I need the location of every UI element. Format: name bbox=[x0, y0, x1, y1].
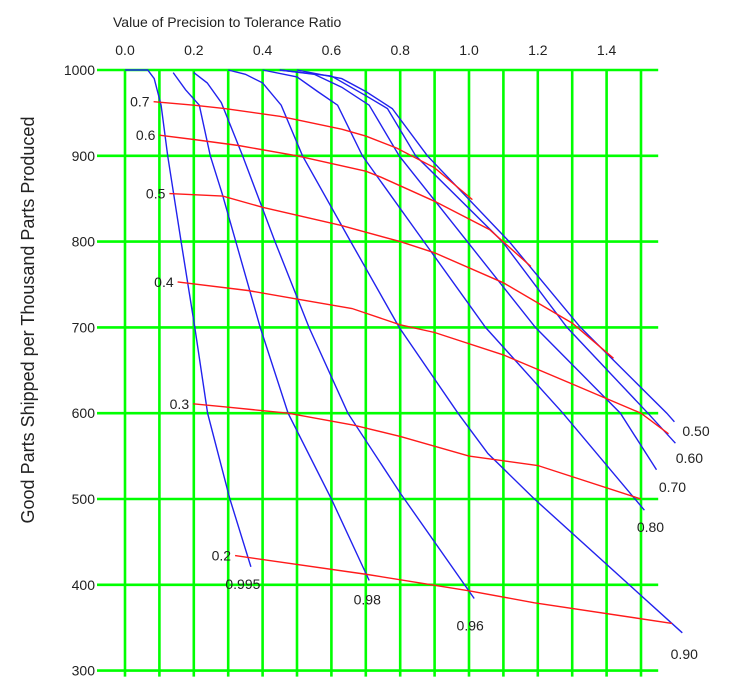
blue-curve-label: 0.80 bbox=[637, 519, 664, 535]
x-axis-title: Value of Precision to Tolerance Ratio bbox=[113, 14, 341, 30]
blue-curve-0.995 bbox=[125, 69, 252, 568]
x-tick-label: 0.2 bbox=[184, 42, 204, 58]
blue-curve-label: 0.995 bbox=[225, 576, 260, 592]
red-curve-label: 0.3 bbox=[170, 396, 190, 412]
y-axis-title: Good Parts Shipped per Thousand Parts Pr… bbox=[18, 117, 38, 524]
red-curve-0.3 bbox=[193, 403, 642, 500]
blue-curve-0.96 bbox=[193, 72, 475, 599]
y-tick-label: 500 bbox=[72, 491, 96, 507]
red-curve-label: 0.4 bbox=[154, 274, 174, 290]
blue-curve-0.90 bbox=[228, 69, 683, 634]
y-tick-label: 1000 bbox=[64, 62, 95, 78]
x-tick-label: 0.8 bbox=[390, 42, 410, 58]
y-tick-label: 900 bbox=[72, 148, 96, 164]
blue-curve-0.60 bbox=[279, 69, 676, 444]
y-tick-label: 600 bbox=[72, 405, 96, 421]
blue-curve-label: 0.70 bbox=[659, 479, 686, 495]
red-curve-label: 0.2 bbox=[212, 548, 232, 564]
blue-curve-label: 0.90 bbox=[671, 646, 698, 662]
blue-curve-label: 0.96 bbox=[457, 618, 484, 634]
red-curve-0.5 bbox=[169, 192, 614, 359]
blue-curve-0.98 bbox=[172, 72, 370, 581]
curve-labels: 0.995 0.98 0.96 0.90 0.80 0.70 0.60 0.50 0.7 0.6 0… bbox=[130, 94, 710, 662]
x-tick-label: 0.0 bbox=[115, 42, 135, 58]
red-curve-0.6 bbox=[159, 134, 532, 268]
y-tick-label: 800 bbox=[72, 234, 96, 250]
x-tick-label: 0.6 bbox=[322, 42, 342, 58]
y-tick-labels: 300 400 500 600 700 800 900 1000 bbox=[64, 62, 95, 679]
y-tick-label: 300 bbox=[72, 663, 96, 679]
red-curve-label: 0.6 bbox=[136, 127, 156, 143]
red-curve-0.2 bbox=[235, 554, 673, 625]
red-curve-0.4 bbox=[177, 281, 669, 435]
x-tick-label: 1.4 bbox=[597, 42, 617, 58]
x-tick-label: 1.2 bbox=[528, 42, 548, 58]
grid bbox=[97, 68, 659, 677]
red-curve-label: 0.5 bbox=[146, 186, 166, 202]
blue-curve-label: 0.50 bbox=[682, 423, 709, 439]
x-tick-label: 0.4 bbox=[253, 42, 273, 58]
blue-curve-label: 0.98 bbox=[354, 592, 381, 608]
x-tick-label: 1.0 bbox=[459, 42, 479, 58]
blue-curve-label: 0.60 bbox=[676, 450, 703, 466]
blue-curve-0.70 bbox=[279, 69, 658, 471]
blue-curve-0.80 bbox=[262, 69, 645, 511]
x-tick-labels: 0.0 0.2 0.4 0.6 0.8 1.0 1.2 1.4 bbox=[115, 42, 616, 58]
red-curve-label: 0.7 bbox=[130, 94, 150, 110]
y-tick-label: 700 bbox=[72, 319, 96, 335]
red-curve-0.7 bbox=[153, 101, 473, 201]
blue-curve-0.50 bbox=[296, 69, 675, 423]
series bbox=[125, 69, 683, 634]
y-tick-label: 400 bbox=[72, 577, 96, 593]
